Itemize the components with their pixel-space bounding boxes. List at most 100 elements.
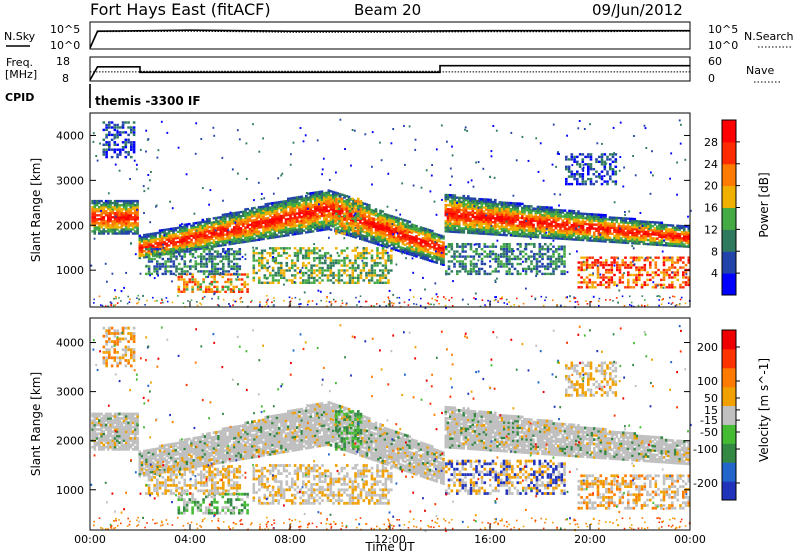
power-cell xyxy=(647,222,650,226)
power-cell xyxy=(109,218,112,221)
power-cell xyxy=(271,252,275,255)
power-cell xyxy=(386,221,389,225)
power-cell xyxy=(217,242,220,246)
power-cell xyxy=(102,216,106,219)
power-cell xyxy=(505,207,508,211)
power-cell xyxy=(572,228,576,231)
power-cell xyxy=(368,218,371,221)
power-cell xyxy=(203,224,207,227)
power-cell xyxy=(379,239,382,243)
power-cell xyxy=(161,245,164,248)
power-cell xyxy=(449,230,452,233)
power-cell xyxy=(660,233,664,237)
power-cell xyxy=(343,281,346,284)
power-cell xyxy=(550,216,553,219)
power-cell xyxy=(489,212,493,216)
power-cell xyxy=(253,237,256,240)
power-cell xyxy=(624,239,628,242)
power-cell xyxy=(586,212,589,216)
power-cell xyxy=(580,276,583,279)
power-cell xyxy=(462,219,466,222)
power-cell xyxy=(597,213,601,216)
power-cell xyxy=(194,236,198,239)
power-cell xyxy=(284,220,288,223)
power-cell xyxy=(653,239,657,242)
power-cell xyxy=(102,228,106,231)
power-cell xyxy=(260,215,263,219)
power-cell xyxy=(273,203,277,207)
power-cell xyxy=(229,288,233,291)
power-cell xyxy=(489,252,492,256)
power-cell xyxy=(252,249,256,252)
power-cell xyxy=(287,205,290,209)
power-cell xyxy=(255,210,259,213)
power-cell xyxy=(253,206,256,210)
power-cell xyxy=(665,256,669,259)
power-cell xyxy=(134,230,137,233)
power-cell xyxy=(237,215,241,218)
power-cell xyxy=(671,238,675,241)
power-cell xyxy=(278,221,281,224)
power-cell xyxy=(676,224,679,227)
power-cell xyxy=(315,256,319,260)
power-cell xyxy=(100,232,103,235)
power-cell xyxy=(508,248,511,251)
power-cell xyxy=(343,218,346,221)
power-cell xyxy=(552,232,556,236)
power-cell xyxy=(408,230,412,234)
power-cell xyxy=(653,233,657,236)
power-cell xyxy=(455,222,459,226)
power-cell xyxy=(296,216,299,219)
power-cell xyxy=(611,168,615,171)
power-cell xyxy=(190,226,193,229)
power-cell xyxy=(635,230,639,233)
power-cell xyxy=(253,212,256,216)
power-cell xyxy=(376,261,379,265)
power-cell xyxy=(600,155,604,159)
power-cell xyxy=(313,279,316,282)
power-cell xyxy=(642,240,646,244)
power-cell xyxy=(494,219,497,222)
power-cell xyxy=(679,256,682,259)
power-cell xyxy=(260,254,264,257)
power-cell xyxy=(541,228,544,231)
power-cell xyxy=(415,245,418,248)
power-cell xyxy=(566,221,569,225)
power-cell xyxy=(516,248,520,251)
power-cell xyxy=(589,153,593,156)
power-cell xyxy=(345,205,349,208)
power-cell xyxy=(505,262,509,266)
power-cell xyxy=(269,281,272,284)
power-cell xyxy=(440,256,443,260)
power-cell xyxy=(620,219,623,222)
power-cell xyxy=(370,274,374,277)
power-cell xyxy=(379,235,382,239)
power-cell xyxy=(363,239,367,242)
power-cell xyxy=(521,224,524,228)
power-cell xyxy=(258,281,261,284)
power-cell xyxy=(363,222,367,226)
power-cell xyxy=(602,240,605,243)
station-title: Fort Hays East (fitACF) xyxy=(90,0,271,19)
power-cell xyxy=(377,243,380,246)
power-cell xyxy=(632,281,636,284)
power-cell xyxy=(122,206,126,209)
power-cell xyxy=(583,281,586,284)
power-cell xyxy=(649,222,652,226)
power-cell xyxy=(197,237,200,241)
power-cell xyxy=(351,266,355,270)
power-cell xyxy=(473,223,477,227)
power-cell xyxy=(323,220,326,223)
power-cell xyxy=(584,180,587,183)
power-cell xyxy=(165,236,169,239)
power-cell xyxy=(406,222,409,225)
power-cell xyxy=(305,209,308,212)
power-cell xyxy=(485,222,488,225)
power-cell xyxy=(586,231,589,234)
power-cell xyxy=(487,210,490,213)
power-cell xyxy=(309,200,313,203)
power-cell xyxy=(221,215,225,219)
power-cell xyxy=(437,240,441,243)
power-cell xyxy=(373,264,377,267)
power-cell xyxy=(343,216,346,219)
